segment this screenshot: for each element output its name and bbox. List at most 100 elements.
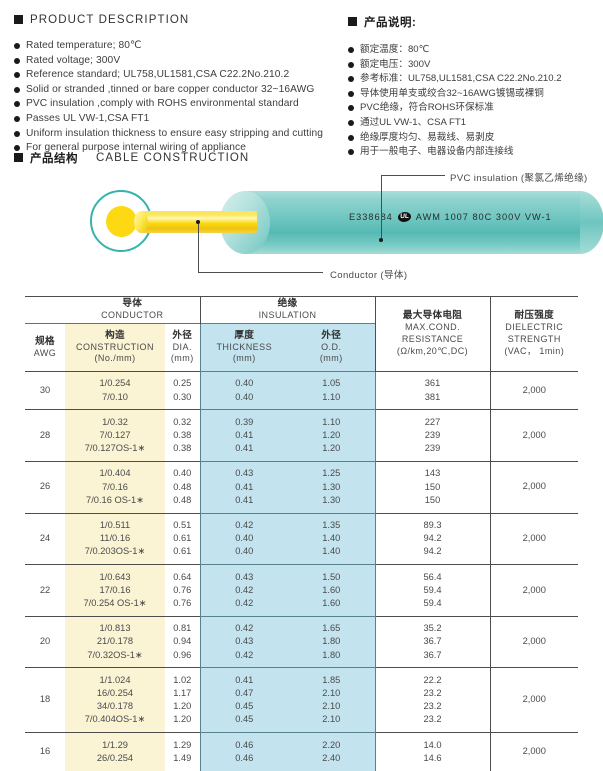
column-header-dielectric: 耐压强度 DIELECTRIC STRENGTH (VAC， 1min) [490, 297, 578, 372]
cell-dielectric: 2,000 [490, 616, 578, 668]
od-value: 2.10 [288, 687, 375, 700]
od-value: 1.10 [288, 391, 375, 404]
cable-construction-title-cn: 产品结构 [30, 150, 78, 166]
column-header-resistance-en2: RESISTANCE [376, 334, 490, 346]
resistance-value: 23.2 [376, 687, 490, 700]
column-header-construction-unit: (No./mm) [65, 353, 165, 365]
column-header-od-cn: 外径 [288, 330, 375, 342]
construction-value: 1/1.29 [65, 739, 165, 752]
construction-value: 7/0.127 [65, 429, 165, 442]
column-header-dia-cn: 外径 [165, 330, 200, 342]
od-value: 1.40 [288, 545, 375, 558]
group-header-conductor: 导体 CONDUCTOR [65, 297, 200, 324]
resistance-value: 36.7 [376, 635, 490, 648]
bullet-dot-icon [14, 101, 20, 107]
thickness-value: 0.45 [201, 713, 289, 726]
cell-awg: 20 [25, 616, 65, 668]
thickness-value: 0.42 [201, 597, 289, 610]
resistance-value: 14.0 [376, 739, 490, 752]
group-header-conductor-cn: 导体 [65, 298, 200, 310]
dia-value: 0.38 [165, 429, 200, 442]
conductor-tip-shape [134, 211, 148, 233]
dia-value: 0.94 [165, 635, 200, 648]
resistance-value: 227 [376, 416, 490, 429]
resistance-value: 35.2 [376, 622, 490, 635]
description-english-column: PRODUCT DESCRIPTION Rated temperature; 8… [14, 14, 344, 156]
resistance-value: 23.2 [376, 713, 490, 726]
resistance-value: 56.4 [376, 571, 490, 584]
list-item: Solid or stranded ,tinned or bare copper… [14, 83, 344, 96]
construction-value: 17/0.16 [65, 584, 165, 597]
bullet-square-icon [348, 17, 357, 26]
cell-awg: 18 [25, 668, 65, 733]
group-header-insulation-en: INSULATION [201, 310, 375, 322]
column-header-resistance-cn: 最大导体电阻 [376, 310, 490, 322]
conductor-core-shape [106, 206, 137, 237]
od-value: 1.50 [288, 571, 375, 584]
insulation-leader-vertical [381, 175, 382, 240]
resistance-value: 239 [376, 429, 490, 442]
dia-value: 0.38 [165, 442, 200, 455]
dia-value: 0.61 [165, 532, 200, 545]
resistance-value: 36.7 [376, 649, 490, 662]
bullet-square-icon [14, 153, 23, 162]
od-value: 1.65 [288, 622, 375, 635]
column-header-dielectric-cn: 耐压强度 [491, 310, 579, 322]
column-header-thickness-en: THICKNESS [201, 342, 289, 354]
marking-rating-text: AWM 1007 80C 300V VW-1 [416, 212, 552, 222]
construction-value: 1/0.813 [65, 622, 165, 635]
column-header-awg: 规格 AWG [25, 324, 65, 372]
column-header-resistance: 最大导体电阻 MAX.COND. RESISTANCE (Ω/km,20℃,DC… [375, 297, 490, 372]
list-item: 参考标准：UL758,UL1581,CSA C22.2No.210.2 [348, 72, 598, 85]
cell-awg: 30 [25, 372, 65, 410]
column-header-resistance-unit: (Ω/km,20℃,DC) [376, 346, 490, 358]
list-item-text: 额定电压：300V [360, 58, 430, 71]
product-description-title-cn-text: 产品说明: [364, 14, 416, 30]
column-header-od-en: O.D. [288, 342, 375, 354]
column-header-thickness: 厚度 THICKNESS (mm) [200, 324, 288, 372]
dia-value: 0.81 [165, 622, 200, 635]
dia-value: 1.17 [165, 687, 200, 700]
list-item: 绝缘厚度均匀、易裁线、易剥皮 [348, 131, 598, 144]
list-item-text: Solid or stranded ,tinned or bare copper… [26, 83, 314, 96]
resistance-value: 361 [376, 377, 490, 390]
resistance-value: 14.6 [376, 752, 490, 765]
od-value: 1.80 [288, 635, 375, 648]
list-item-text: Uniform insulation thickness to ensure e… [26, 127, 323, 140]
dia-value: 0.96 [165, 649, 200, 662]
od-value: 1.60 [288, 597, 375, 610]
resistance-value: 143 [376, 467, 490, 480]
conductor-label: Conductor (导体) [330, 267, 407, 281]
list-item-text: Rated temperature; 80℃ [26, 39, 142, 52]
od-value: 2.20 [288, 739, 375, 752]
od-value: 1.60 [288, 584, 375, 597]
bullet-dot-icon [14, 87, 20, 93]
dia-value: 0.40 [165, 467, 200, 480]
list-item-text: Reference standard; UL758,UL1581,CSA C22… [26, 68, 289, 81]
thickness-value: 0.41 [201, 442, 289, 455]
resistance-value: 239 [376, 442, 490, 455]
column-header-dia-unit: (mm) [165, 353, 200, 365]
marking-file-number: E338684 [349, 212, 393, 222]
bullet-dot-icon [14, 43, 20, 49]
construction-value: 1/1.024 [65, 674, 165, 687]
